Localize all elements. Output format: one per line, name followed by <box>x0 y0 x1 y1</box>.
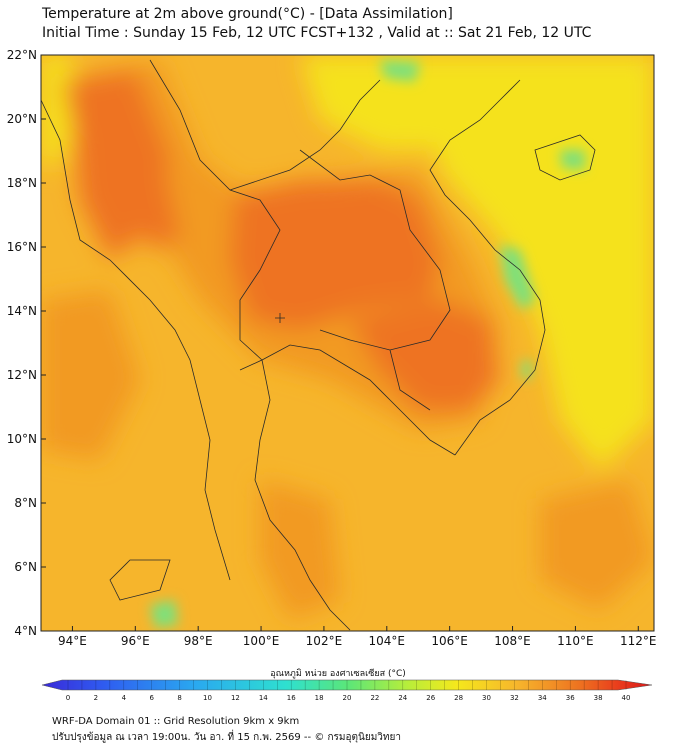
colorbar-tick-label: 14 <box>259 694 268 702</box>
colorbar-tick-label: 22 <box>370 694 379 702</box>
lon-label: 112°E <box>620 634 657 648</box>
lat-label: 18°N <box>7 176 37 190</box>
colorbar-tick-label: 38 <box>594 694 603 702</box>
lat-label: 14°N <box>7 304 37 318</box>
lat-label: 8°N <box>14 496 37 510</box>
longitude-labels: 94°E 96°E 98°E 100°E 102°E 104°E 106°E 108°E 110… <box>58 634 657 648</box>
lon-label: 108°E <box>494 634 531 648</box>
lon-label: 96°E <box>121 634 150 648</box>
lon-label: 102°E <box>306 634 343 648</box>
colorbar: 0 2 4 6 8 10 12 14 16 18 20 22 24 26 28 30 32 34 36 38 40 <box>41 679 653 702</box>
lat-label: 10°N <box>7 432 37 446</box>
colorbar-tick-label: 26 <box>426 694 435 702</box>
lon-label: 106°E <box>431 634 468 648</box>
lat-label: 16°N <box>7 240 37 254</box>
colorbar-tick-label: 18 <box>315 694 324 702</box>
lat-label: 20°N <box>7 112 37 126</box>
footer-model: WRF-DA Domain 01 :: Grid Resolution 9km … <box>52 716 300 727</box>
lon-label: 104°E <box>369 634 406 648</box>
colorbar-tick-label: 40 <box>622 694 631 702</box>
colorbar-tick-label: 4 <box>122 694 127 702</box>
chart-title: Temperature at 2m above ground(°C) - [Da… <box>42 6 453 22</box>
field-blobs <box>41 55 654 620</box>
colorbar-tick-label: 20 <box>343 694 352 702</box>
temperature-field <box>41 55 654 631</box>
colorbar-tick-label: 34 <box>538 694 547 702</box>
colorbar-tick-label: 10 <box>203 694 212 702</box>
colorbar-ticks: 0 2 4 6 8 10 12 14 16 18 20 22 24 26 28 30 32 34 36 38 40 <box>66 680 631 702</box>
colorbar-bar <box>41 679 653 691</box>
lon-label: 98°E <box>184 634 213 648</box>
colorbar-tick-label: 32 <box>510 694 519 702</box>
colorbar-tick-label: 28 <box>454 694 463 702</box>
chart-subtitle: Initial Time : Sunday 15 Feb, 12 UTC FCS… <box>42 25 592 41</box>
colorbar-tick-label: 2 <box>94 694 98 702</box>
lat-label: 22°N <box>7 48 37 62</box>
lat-label: 6°N <box>14 560 37 574</box>
colorbar-tick-label: 12 <box>231 694 240 702</box>
latitude-labels: 22°N 20°N 18°N 16°N 14°N 12°N 10°N 8°N 6°N 4°N <box>7 48 37 638</box>
lat-label: 4°N <box>14 624 37 638</box>
colorbar-tick-label: 30 <box>482 694 491 702</box>
colorbar-tick-label: 24 <box>398 694 407 702</box>
colorbar-tick-label: 6 <box>149 694 154 702</box>
country-borders <box>41 59 596 631</box>
lon-label: 110°E <box>557 634 594 648</box>
footer-update: ปรับปรุงข้อมูล ณ เวลา 19:00น. วัน อา. ที… <box>52 732 401 743</box>
lon-label: 100°E <box>243 634 280 648</box>
colorbar-tick-label: 0 <box>66 694 70 702</box>
colorbar-title: อุณหภูมิ หน่วย องศาเซลเซียส (°C) <box>270 669 406 679</box>
plot-frame <box>40 54 655 632</box>
lat-label: 12°N <box>7 368 37 382</box>
colorbar-tick-label: 8 <box>177 694 181 702</box>
axis-ticks <box>41 54 639 632</box>
lon-label: 94°E <box>58 634 87 648</box>
colorbar-tick-label: 36 <box>566 694 575 702</box>
colorbar-tick-label: 16 <box>287 694 296 702</box>
